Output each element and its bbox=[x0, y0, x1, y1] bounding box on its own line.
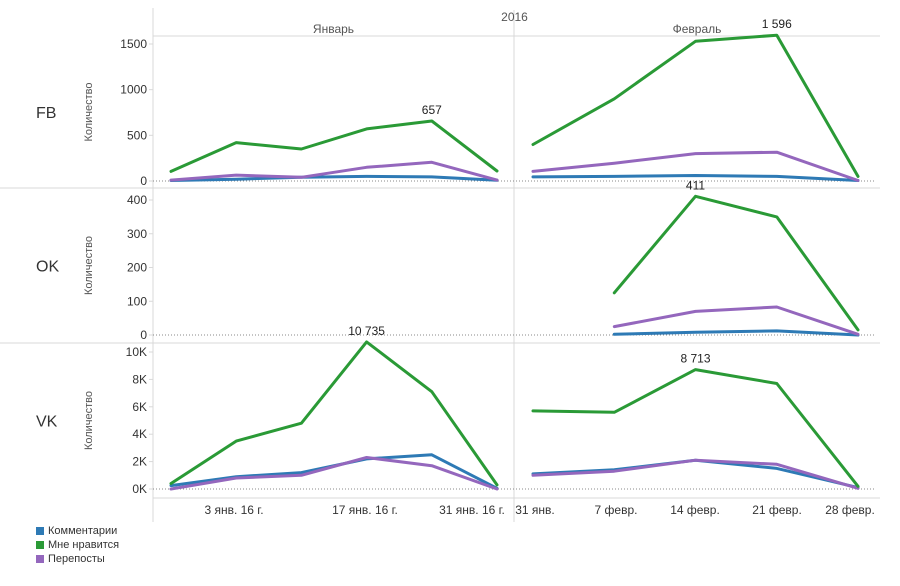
legend-swatch-comments bbox=[36, 527, 44, 535]
data-label: 1 596 bbox=[762, 17, 792, 31]
series-line-fb-january-reposts bbox=[169, 160, 499, 182]
y-tick-label: 10K bbox=[126, 345, 147, 359]
x-tick-label: 3 янв. 16 г. bbox=[204, 503, 263, 517]
y-tick-label: 8K bbox=[132, 372, 147, 386]
series-line-fb-february-likes bbox=[531, 33, 860, 178]
y-tick-label: 1000 bbox=[120, 83, 147, 97]
row-label-fb: FB bbox=[36, 105, 56, 122]
x-tick-label: 21 февр. bbox=[752, 503, 802, 517]
y-axis-label: Количество bbox=[83, 236, 95, 295]
x-tick-label: 31 янв. bbox=[515, 503, 555, 517]
legend-item-comments[interactable]: Комментарии bbox=[36, 524, 119, 538]
x-tick-label: 17 янв. 16 г. bbox=[332, 503, 398, 517]
series-line-ok-february-reposts bbox=[612, 305, 860, 336]
y-axis-label: Количество bbox=[83, 391, 95, 450]
row-label-ok: OK bbox=[36, 259, 59, 276]
y-tick-label: 1500 bbox=[120, 37, 147, 51]
series-line-vk-january-reposts bbox=[169, 456, 499, 491]
legend-label-comments: Комментарии bbox=[48, 525, 118, 537]
y-tick-label: 0 bbox=[140, 174, 147, 188]
y-tick-label: 2K bbox=[132, 455, 147, 469]
series-line-vk-february-reposts bbox=[531, 458, 860, 490]
data-label: 10 735 bbox=[348, 324, 385, 338]
y-tick-label: 0 bbox=[140, 328, 147, 342]
y-tick-label: 200 bbox=[127, 261, 147, 275]
x-tick-label: 31 янв. 16 г. bbox=[439, 503, 505, 517]
data-label: 657 bbox=[422, 103, 442, 117]
data-label: 411 bbox=[686, 178, 705, 192]
series-line-fb-january-comments bbox=[169, 174, 499, 182]
legend-swatch-likes bbox=[36, 541, 44, 549]
series-line-vk-february-likes bbox=[531, 368, 860, 488]
series-line-fb-january-likes bbox=[169, 119, 499, 173]
legend-swatch-reposts bbox=[36, 555, 44, 563]
data-label: 8 713 bbox=[680, 352, 710, 366]
year-header: 2016 bbox=[501, 10, 528, 24]
y-tick-label: 400 bbox=[127, 193, 147, 207]
legend-item-reposts[interactable]: Перепосты bbox=[36, 552, 119, 566]
x-tick-label: 28 февр. bbox=[825, 503, 875, 517]
series-line-ok-february-likes bbox=[612, 194, 860, 332]
y-tick-label: 0K bbox=[132, 482, 147, 496]
month-header-february: Февраль bbox=[673, 22, 722, 36]
series-line-fb-february-reposts bbox=[531, 150, 860, 182]
legend: Комментарии Мне нравится Перепосты bbox=[36, 524, 119, 566]
series-line-vk-january-likes bbox=[169, 340, 499, 487]
y-tick-label: 6K bbox=[132, 400, 147, 414]
x-tick-label: 7 февр. bbox=[595, 503, 638, 517]
series-line-fb-february-comments bbox=[531, 174, 860, 182]
series-line-ok-february-comments bbox=[612, 329, 860, 337]
y-tick-label: 500 bbox=[127, 128, 147, 142]
x-tick-label: 14 февр. bbox=[670, 503, 720, 517]
month-header-january: Январь bbox=[313, 22, 354, 36]
legend-item-likes[interactable]: Мне нравится bbox=[36, 538, 119, 552]
y-tick-label: 300 bbox=[127, 227, 147, 241]
row-label-vk: VK bbox=[36, 414, 58, 431]
legend-label-reposts: Перепосты bbox=[48, 553, 105, 565]
y-tick-label: 4K bbox=[132, 427, 147, 441]
y-tick-label: 100 bbox=[127, 294, 147, 308]
legend-label-likes: Мне нравится bbox=[48, 539, 120, 551]
y-axis-label: Количество bbox=[83, 82, 95, 141]
